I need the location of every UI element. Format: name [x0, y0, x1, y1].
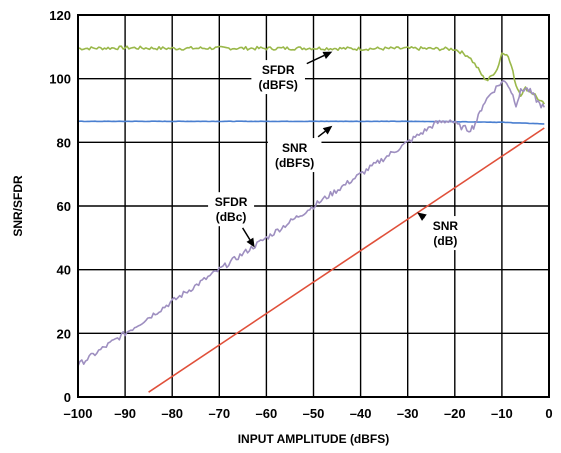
y-tick-label: 20: [57, 326, 71, 341]
y-tick-label: 40: [57, 263, 71, 278]
x-tick-label: –100: [64, 406, 93, 421]
x-tick-label: 0: [545, 406, 552, 421]
annotation-label: SNR: [282, 141, 308, 155]
annotation-label: SNR: [433, 219, 459, 233]
annotation-label: (dBFS): [275, 156, 314, 170]
x-axis-label: INPUT AMPLITUDE (dBFS): [238, 432, 390, 446]
grid-lines: [77, 14, 550, 398]
annotation-background: [251, 60, 305, 95]
x-tick-label: –10: [491, 406, 513, 421]
annotation-label: (dB): [433, 234, 457, 248]
annotation-background: [426, 216, 465, 251]
annotations-group: SFDR(dBFS)SNR(dBFS)SFDR(dBc)SNR(dB): [208, 51, 465, 251]
annotation-background: [267, 138, 322, 173]
annotation-arrow-head: [322, 125, 333, 135]
y-tick-label: 80: [57, 135, 71, 150]
series-line: [77, 45, 545, 105]
annotation-label: SFDR: [215, 195, 248, 209]
annotation-label: (dBFS): [259, 78, 298, 92]
annotation-label: (dBc): [216, 210, 247, 224]
annotation-arrow-head: [246, 237, 255, 248]
annotation-background: [208, 192, 255, 227]
annotation-arrow-head: [322, 51, 333, 60]
x-tick-label: –20: [444, 406, 466, 421]
annotation-arrow-line: [241, 227, 251, 241]
x-tick-label: –30: [397, 406, 419, 421]
x-tick-label: –80: [161, 406, 183, 421]
y-tick-label: 120: [49, 8, 71, 23]
annotation-arrow-head: [417, 212, 427, 221]
y-tick-label: 60: [57, 199, 71, 214]
y-axis-label: SNR/SFDR: [11, 175, 25, 237]
annotation-label: SFDR: [262, 63, 295, 77]
y-tick-label: 100: [49, 72, 71, 87]
series-line: [148, 127, 545, 393]
series-group: [77, 45, 546, 393]
series-line: [77, 120, 545, 125]
plot-frame: [77, 14, 550, 398]
annotation-arrow-line: [306, 54, 325, 65]
series-line: [77, 80, 546, 367]
x-tick-label: –60: [256, 406, 278, 421]
x-tick-label: –70: [208, 406, 230, 421]
tick-labels: –100 –90 –80 –70 –60 –50 –40 –30 –20 –10 002040608…: [49, 8, 552, 421]
x-tick-label: –90: [114, 406, 136, 421]
x-tick-label: –40: [350, 406, 372, 421]
annotation-arrow-line: [317, 130, 326, 138]
x-tick-label: –50: [303, 406, 325, 421]
y-tick-label: 0: [64, 390, 71, 405]
